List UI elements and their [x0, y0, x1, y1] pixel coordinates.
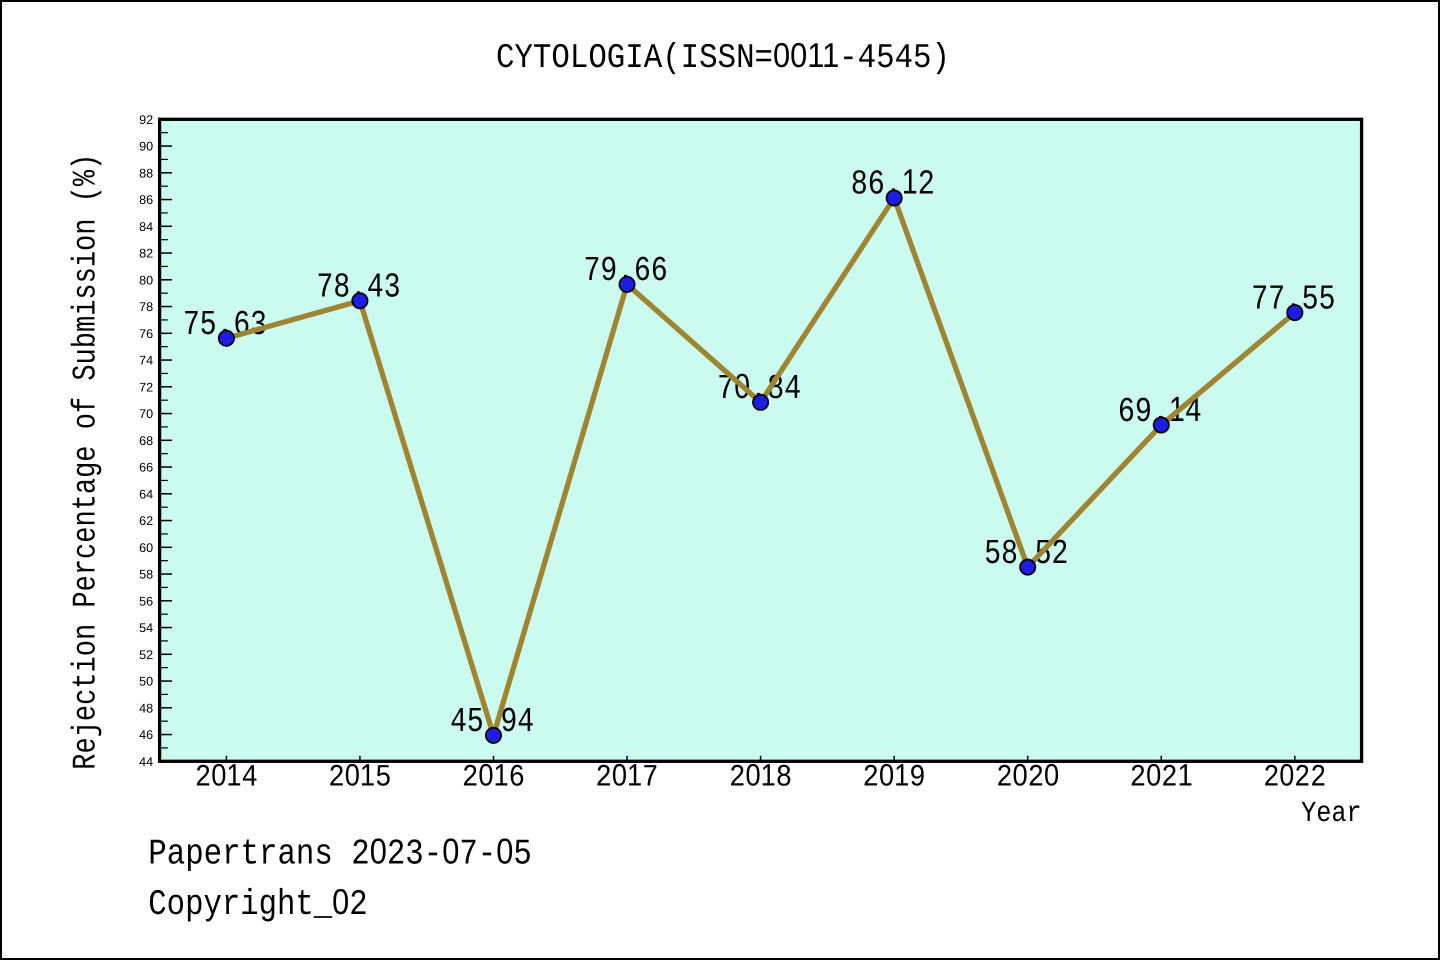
svg-text:2015: 2015	[328, 761, 391, 796]
svg-text:72: 72	[139, 380, 153, 394]
svg-text:70: 70	[139, 407, 153, 421]
svg-text:88: 88	[139, 166, 153, 180]
svg-text:74: 74	[139, 354, 153, 368]
svg-text:2019: 2019	[863, 761, 926, 796]
svg-text:2021: 2021	[1130, 761, 1193, 796]
svg-text:CYTOLOGIA(ISSN=0011-4545): CYTOLOGIA(ISSN=0011-4545)	[496, 39, 950, 78]
svg-text:44: 44	[139, 755, 153, 769]
svg-text:76: 76	[139, 327, 153, 341]
svg-text:Copyright_02: Copyright_02	[148, 884, 367, 925]
svg-text:66: 66	[139, 461, 153, 475]
svg-text:2020: 2020	[996, 761, 1059, 796]
svg-text:48: 48	[139, 701, 153, 715]
svg-text:92: 92	[139, 113, 153, 127]
svg-text:56: 56	[139, 594, 153, 608]
svg-text:2022: 2022	[1263, 761, 1326, 796]
svg-text:2016: 2016	[462, 761, 525, 796]
svg-text:64: 64	[139, 487, 153, 501]
svg-text:Papertrans 2023-07-05: Papertrans 2023-07-05	[148, 834, 532, 875]
svg-text:62: 62	[139, 514, 153, 528]
svg-text:46: 46	[139, 728, 153, 742]
svg-text:50: 50	[139, 675, 153, 689]
svg-text:90: 90	[139, 140, 153, 154]
svg-text:84: 84	[139, 220, 153, 234]
svg-text:82: 82	[139, 247, 153, 261]
svg-text:52: 52	[139, 648, 153, 662]
svg-text:80: 80	[139, 273, 153, 287]
svg-text:86: 86	[139, 193, 153, 207]
svg-text:58: 58	[139, 568, 153, 582]
svg-text:68: 68	[139, 434, 153, 448]
svg-text:Year: Year	[1301, 797, 1362, 830]
svg-text:54: 54	[139, 621, 153, 635]
svg-text:2014: 2014	[195, 761, 258, 796]
svg-text:60: 60	[139, 541, 153, 555]
svg-text:78: 78	[139, 300, 153, 314]
svg-text:Rejection Percentage of Submis: Rejection Percentage of Submission (%)	[68, 154, 105, 770]
svg-text:2018: 2018	[729, 761, 792, 796]
svg-text:2017: 2017	[596, 761, 659, 796]
